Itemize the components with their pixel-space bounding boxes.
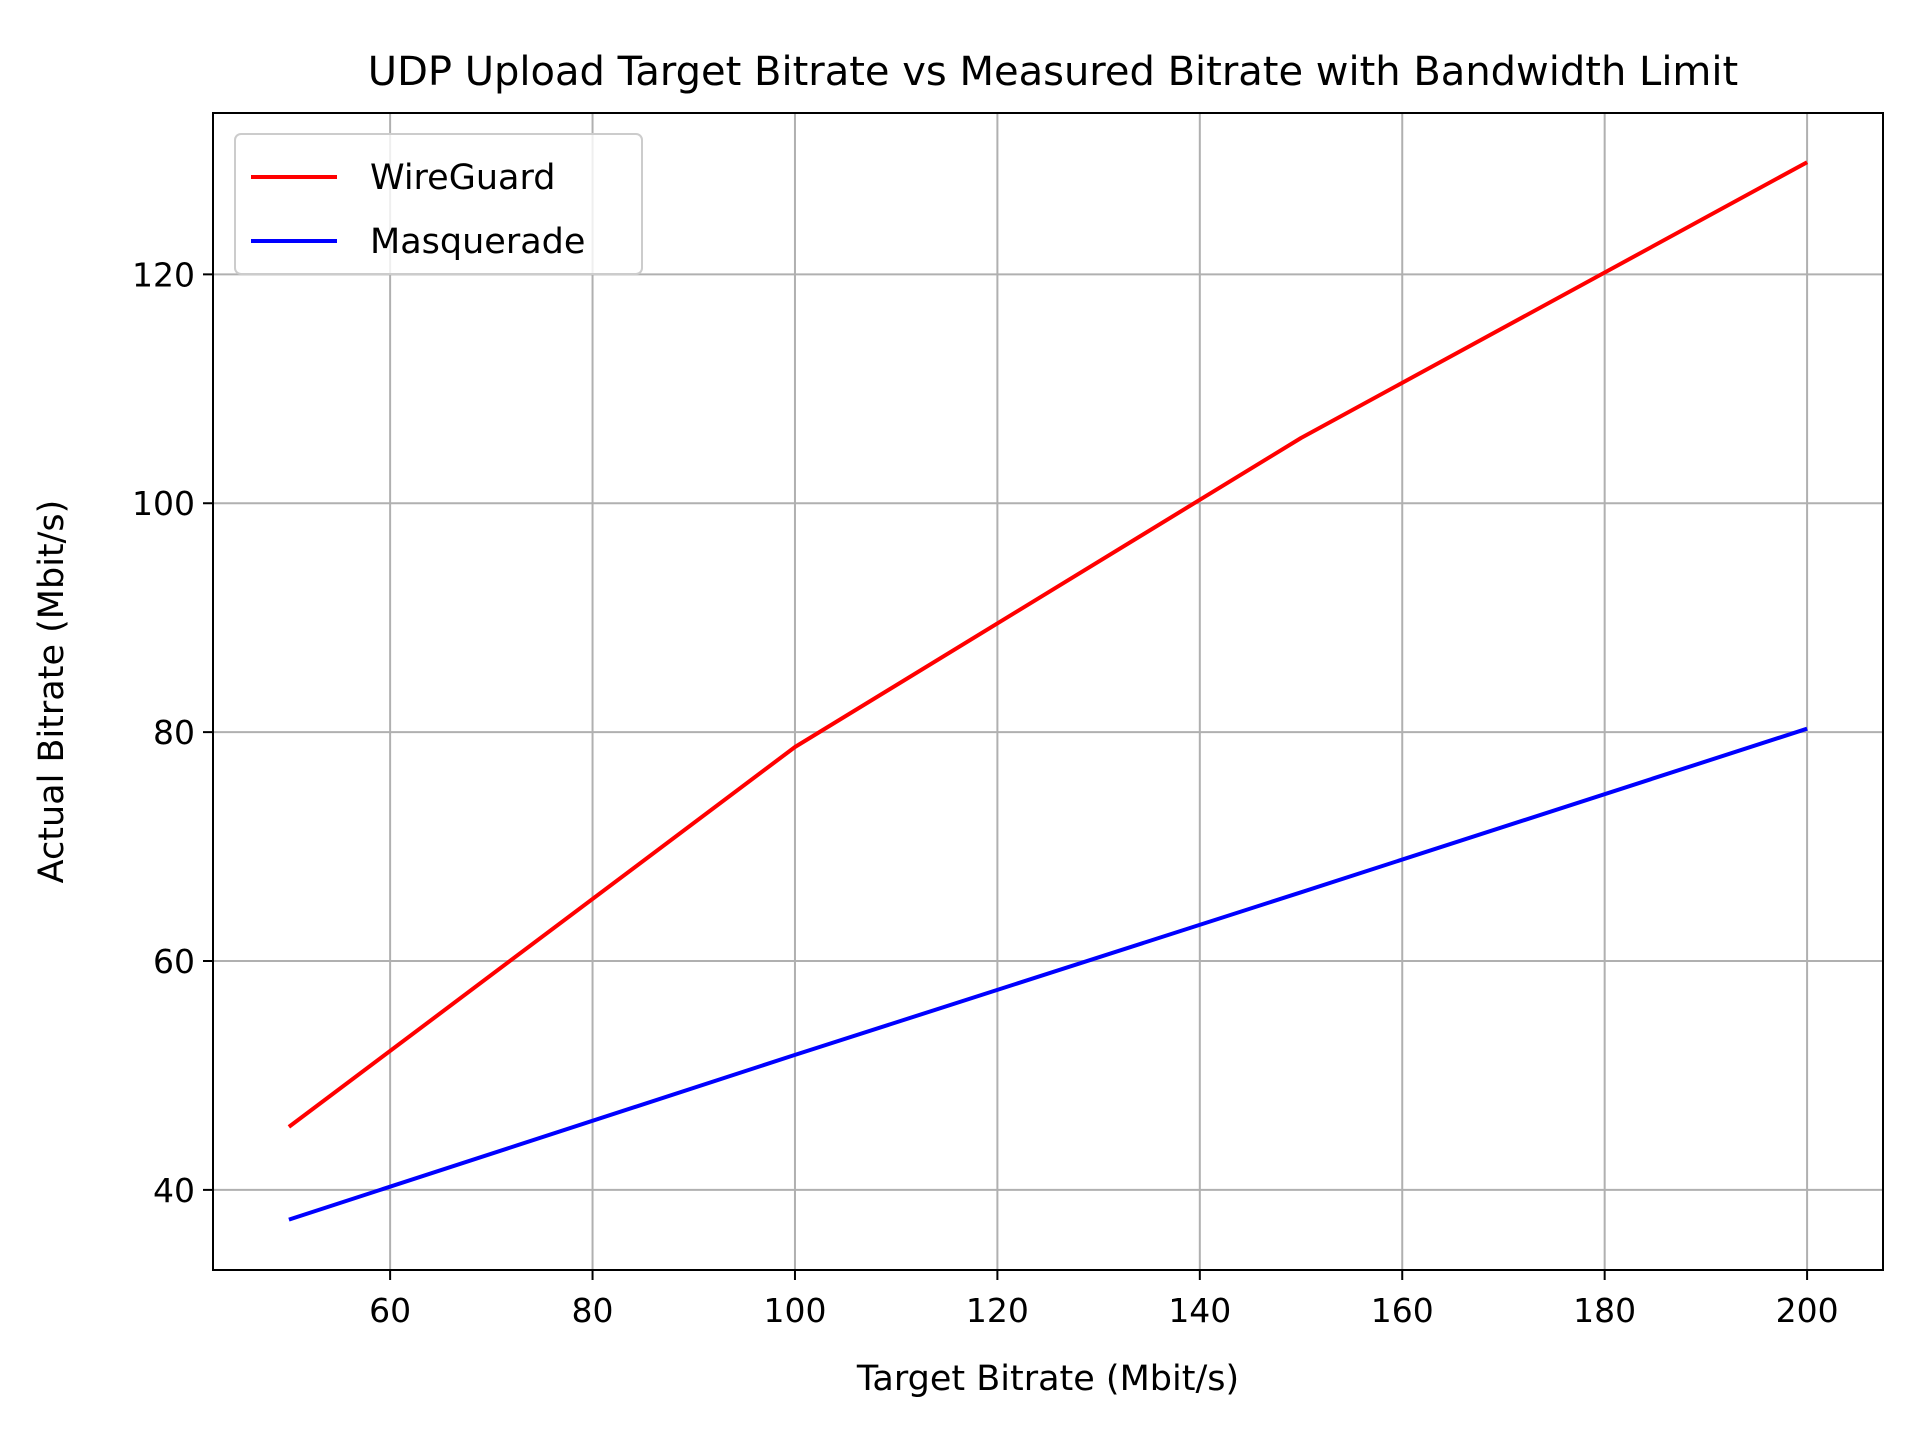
x-tick-label: 100 <box>763 1291 826 1330</box>
legend: WireGuard Masquerade <box>234 133 643 275</box>
legend-label-masquerade: Masquerade <box>370 222 585 262</box>
y-tick-label: 40 <box>153 1171 195 1210</box>
y-tick-label: 60 <box>153 942 195 981</box>
x-tick-label: 60 <box>369 1291 411 1330</box>
x-tick-label: 80 <box>572 1291 614 1330</box>
x-tick-label: 140 <box>1168 1291 1231 1330</box>
y-tick-label: 120 <box>132 255 195 294</box>
x-tick-label: 120 <box>966 1291 1029 1330</box>
grid-lines <box>213 113 1883 1270</box>
axis-ticks: 60 80 100 120 140 160 180 200 40 60 80 100 120 <box>132 255 1839 1330</box>
plot-frame <box>212 112 1884 1271</box>
y-axis-label: Actual Bitrate (Mbit/s) <box>32 500 72 884</box>
y-tick-label: 80 <box>153 713 195 752</box>
x-axis-label: Target Bitrate (Mbit/s) <box>856 1359 1239 1399</box>
x-tick-label: 180 <box>1573 1291 1636 1330</box>
chart-title: UDP Upload Target Bitrate vs Measured Bi… <box>368 49 1738 95</box>
y-tick-label: 100 <box>132 484 195 523</box>
series-line-masquerade <box>288 726 1808 1222</box>
x-tick-label: 200 <box>1776 1291 1839 1330</box>
legend-label-wireguard: WireGuard <box>370 158 555 198</box>
x-tick-label: 160 <box>1371 1291 1434 1330</box>
series-line-wireguard <box>287 160 1809 1129</box>
series-lines <box>287 160 1809 1222</box>
